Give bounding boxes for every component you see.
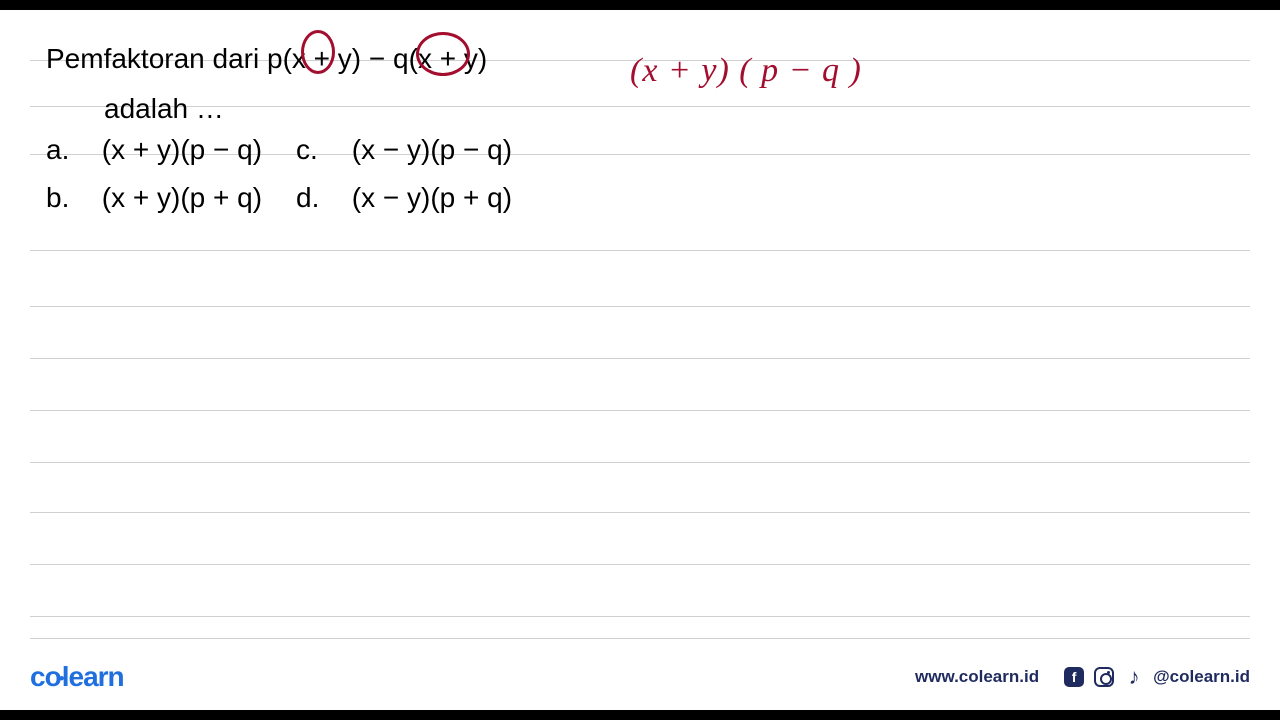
question-block: Pemfaktoran dari p(x + y) − q(x + y) ada… bbox=[46, 38, 586, 130]
rule-line bbox=[30, 638, 1250, 639]
rule-line bbox=[30, 250, 1250, 251]
option-c: c. (x − y)(p − q) bbox=[296, 134, 556, 166]
footer-url: www.colearn.id bbox=[915, 667, 1039, 687]
options-block: a. (x + y)(p − q) c. (x − y)(p − q) b. (… bbox=[46, 134, 556, 214]
option-b: b. (x + y)(p + q) bbox=[46, 182, 296, 214]
logo-learn: learn bbox=[62, 661, 124, 692]
rule-line bbox=[30, 462, 1250, 463]
option-c-text: (x − y)(p − q) bbox=[352, 134, 512, 165]
option-a: a. (x + y)(p − q) bbox=[46, 134, 296, 166]
option-c-label: c. bbox=[296, 134, 344, 166]
logo: co●learn bbox=[30, 661, 124, 693]
question-prefix: Pemfaktoran dari bbox=[46, 43, 259, 74]
rule-line bbox=[30, 410, 1250, 411]
tiktok-icon: ♪ bbox=[1123, 666, 1145, 688]
question-expression: p(x + y) − q(x + y) bbox=[267, 43, 487, 74]
footer: co●learn www.colearn.id f ♪ @colearn.id bbox=[0, 652, 1280, 702]
social-icons: f ♪ @colearn.id bbox=[1063, 666, 1250, 688]
option-a-text: (x + y)(p − q) bbox=[102, 134, 262, 165]
question-line-1: Pemfaktoran dari p(x + y) − q(x + y) bbox=[46, 38, 586, 80]
rule-line bbox=[30, 306, 1250, 307]
handwritten-answer: (x + y) ( p − q ) bbox=[630, 52, 862, 90]
option-d: d. (x − y)(p + q) bbox=[296, 182, 556, 214]
rule-line bbox=[30, 616, 1250, 617]
footer-right: www.colearn.id f ♪ @colearn.id bbox=[915, 666, 1250, 688]
facebook-icon: f bbox=[1063, 666, 1085, 688]
instagram-icon bbox=[1093, 666, 1115, 688]
logo-co: co bbox=[30, 661, 61, 692]
rule-line bbox=[30, 564, 1250, 565]
rule-line bbox=[30, 512, 1250, 513]
rule-line bbox=[30, 358, 1250, 359]
option-b-text: (x + y)(p + q) bbox=[102, 182, 262, 213]
option-b-label: b. bbox=[46, 182, 94, 214]
option-d-label: d. bbox=[296, 182, 344, 214]
footer-handle: @colearn.id bbox=[1153, 667, 1250, 687]
option-a-label: a. bbox=[46, 134, 94, 166]
question-line-2: adalah … bbox=[104, 88, 586, 130]
option-d-text: (x − y)(p + q) bbox=[352, 182, 512, 213]
